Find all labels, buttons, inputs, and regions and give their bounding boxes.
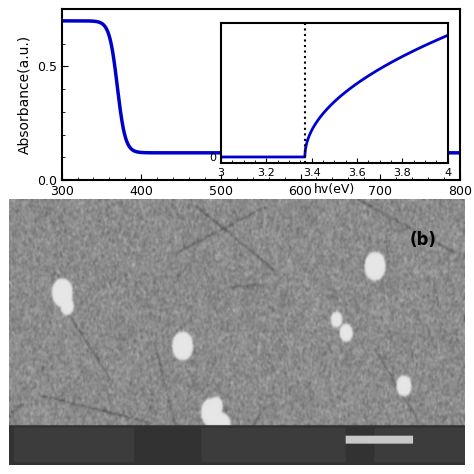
Y-axis label: Absorbance(a.u.): Absorbance(a.u.) bbox=[17, 35, 31, 155]
Text: (b): (b) bbox=[410, 231, 437, 249]
X-axis label: Wavelength(nm): Wavelength(nm) bbox=[189, 203, 332, 219]
